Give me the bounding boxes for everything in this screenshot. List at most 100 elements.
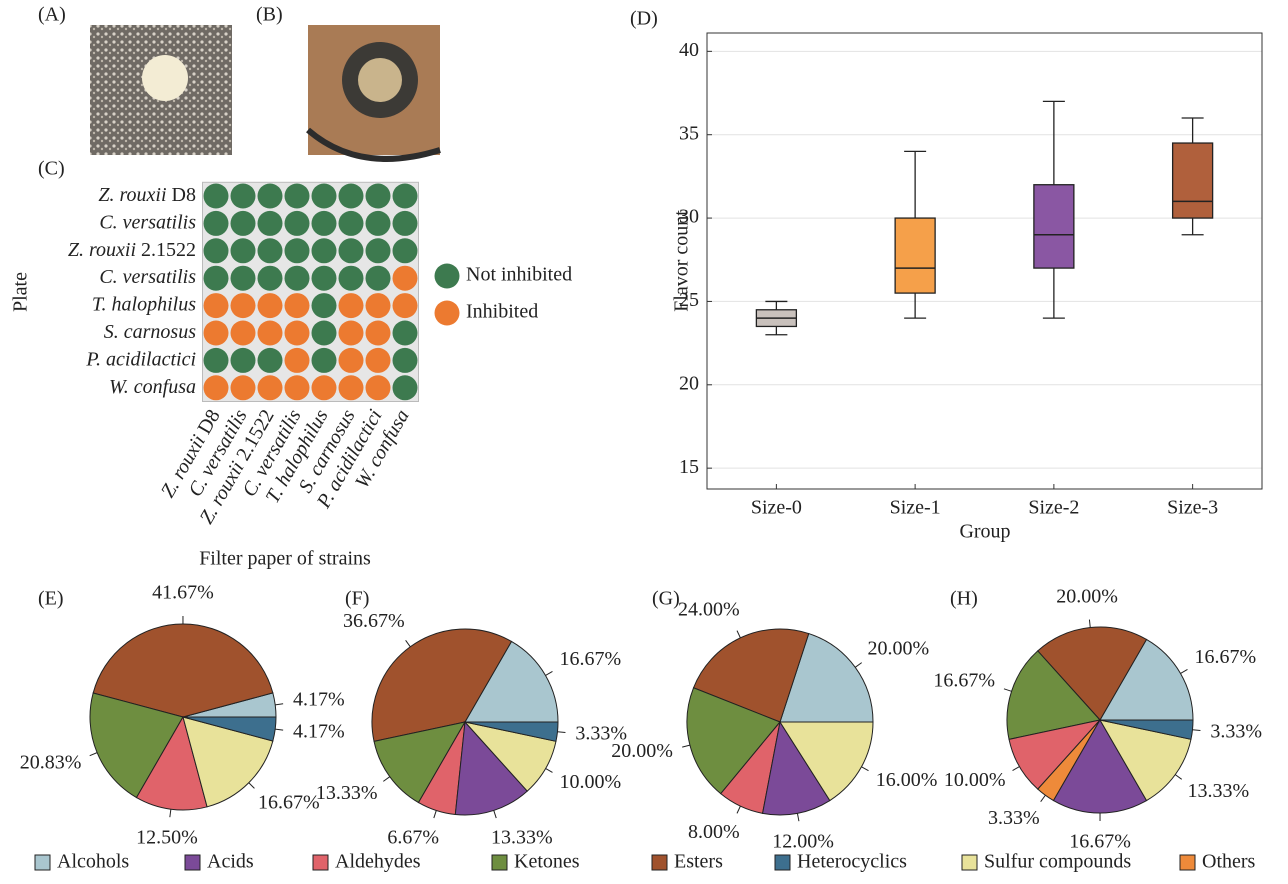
legend-swatch — [652, 855, 667, 870]
legend-swatch — [775, 855, 790, 870]
x-tick-label: Size-1 — [890, 497, 941, 519]
y-tick-label: 15 — [679, 456, 699, 478]
cell — [204, 238, 229, 263]
x-tick-label: Size-3 — [1167, 497, 1218, 519]
leader-line — [546, 768, 553, 772]
row-label: Z. rouxii 2.1522 — [68, 238, 196, 260]
panel-label: (H) — [950, 588, 978, 610]
value-label: 4.17% — [293, 689, 345, 711]
value-label: 20.00% — [611, 740, 673, 762]
cell — [231, 266, 256, 291]
cell — [204, 184, 229, 209]
cell — [285, 211, 310, 236]
leader-line — [275, 704, 283, 705]
leader-line — [737, 806, 740, 813]
panel-label: (A) — [38, 4, 66, 26]
value-label: 13.33% — [491, 827, 553, 849]
cell — [393, 348, 418, 373]
value-label: 3.33% — [1210, 720, 1262, 742]
cell — [312, 238, 337, 263]
cell — [285, 184, 310, 209]
legend-label: Ketones — [514, 851, 580, 873]
panel-label: (E) — [38, 588, 64, 610]
legend-label: Inhibited — [466, 301, 538, 323]
cell — [366, 293, 391, 318]
legend-label: Sulfur compounds — [984, 851, 1131, 873]
legend-label: Aldehydes — [335, 851, 421, 873]
cell — [231, 348, 256, 373]
panel-label: (D) — [630, 8, 658, 30]
value-label: 24.00% — [678, 598, 740, 620]
y-axis-label: Flavor count — [671, 210, 693, 312]
cell — [339, 211, 364, 236]
y-tick-label: 35 — [679, 122, 699, 144]
leader-line — [797, 813, 798, 821]
cell — [393, 375, 418, 400]
cell — [393, 266, 418, 291]
y-tick-label: 20 — [679, 372, 699, 394]
cell — [393, 293, 418, 318]
cell — [393, 184, 418, 209]
cell — [312, 348, 337, 373]
value-label: 20.00% — [868, 637, 930, 659]
value-label: 20.00% — [1056, 585, 1118, 607]
figure: (A) (B) (C)Z. rouxii D8C. versatilisZ. r… — [0, 0, 1288, 879]
cell — [312, 184, 337, 209]
legend-swatch — [1180, 855, 1195, 870]
cell — [204, 211, 229, 236]
leader-line — [249, 783, 255, 789]
y-tick-label: 40 — [679, 39, 699, 61]
cell — [339, 238, 364, 263]
x-axis-label: Group — [959, 521, 1010, 543]
panel-label: (C) — [38, 158, 65, 180]
cell — [312, 293, 337, 318]
leader-line — [1041, 795, 1046, 801]
leader-line — [557, 732, 565, 733]
legend-swatch — [35, 855, 50, 870]
value-label: 20.83% — [20, 752, 82, 774]
value-label: 4.17% — [293, 721, 345, 743]
panel-label: (F) — [345, 588, 369, 610]
value-label: 13.33% — [316, 782, 378, 804]
cell — [285, 321, 310, 346]
legend-label: Others — [1202, 851, 1256, 873]
x-axis-label: Filter paper of strains — [199, 548, 371, 570]
legend-swatch — [313, 855, 328, 870]
cell — [393, 321, 418, 346]
cell — [285, 266, 310, 291]
value-label: 13.33% — [1188, 780, 1250, 802]
value-label: 3.33% — [988, 807, 1040, 829]
cell — [339, 321, 364, 346]
leader-line — [1004, 689, 1012, 691]
cell — [312, 211, 337, 236]
leader-line — [855, 663, 861, 668]
cell — [285, 348, 310, 373]
cell — [393, 238, 418, 263]
cell — [258, 238, 283, 263]
value-label: 16.67% — [1195, 646, 1257, 668]
cell — [204, 321, 229, 346]
value-label: 12.50% — [136, 827, 198, 849]
cell — [312, 266, 337, 291]
cell — [258, 266, 283, 291]
cell — [285, 375, 310, 400]
leader-line — [682, 745, 690, 747]
cell — [339, 293, 364, 318]
row-label: Z. rouxii D8 — [98, 184, 196, 206]
value-label: 16.00% — [876, 769, 938, 791]
leader-line — [1013, 767, 1020, 771]
value-label: 6.67% — [387, 827, 439, 849]
cell — [258, 211, 283, 236]
leader-line — [1192, 730, 1200, 731]
x-tick-label: Size-0 — [751, 497, 802, 519]
box — [1034, 185, 1074, 268]
leader-line — [1175, 775, 1181, 780]
legend-label: Acids — [207, 851, 254, 873]
leader-line — [275, 729, 283, 730]
cell — [258, 348, 283, 373]
cell — [366, 321, 391, 346]
leader-line — [1089, 620, 1090, 628]
row-label: S. carnosus — [104, 321, 196, 343]
cell — [204, 293, 229, 318]
box — [895, 218, 935, 293]
